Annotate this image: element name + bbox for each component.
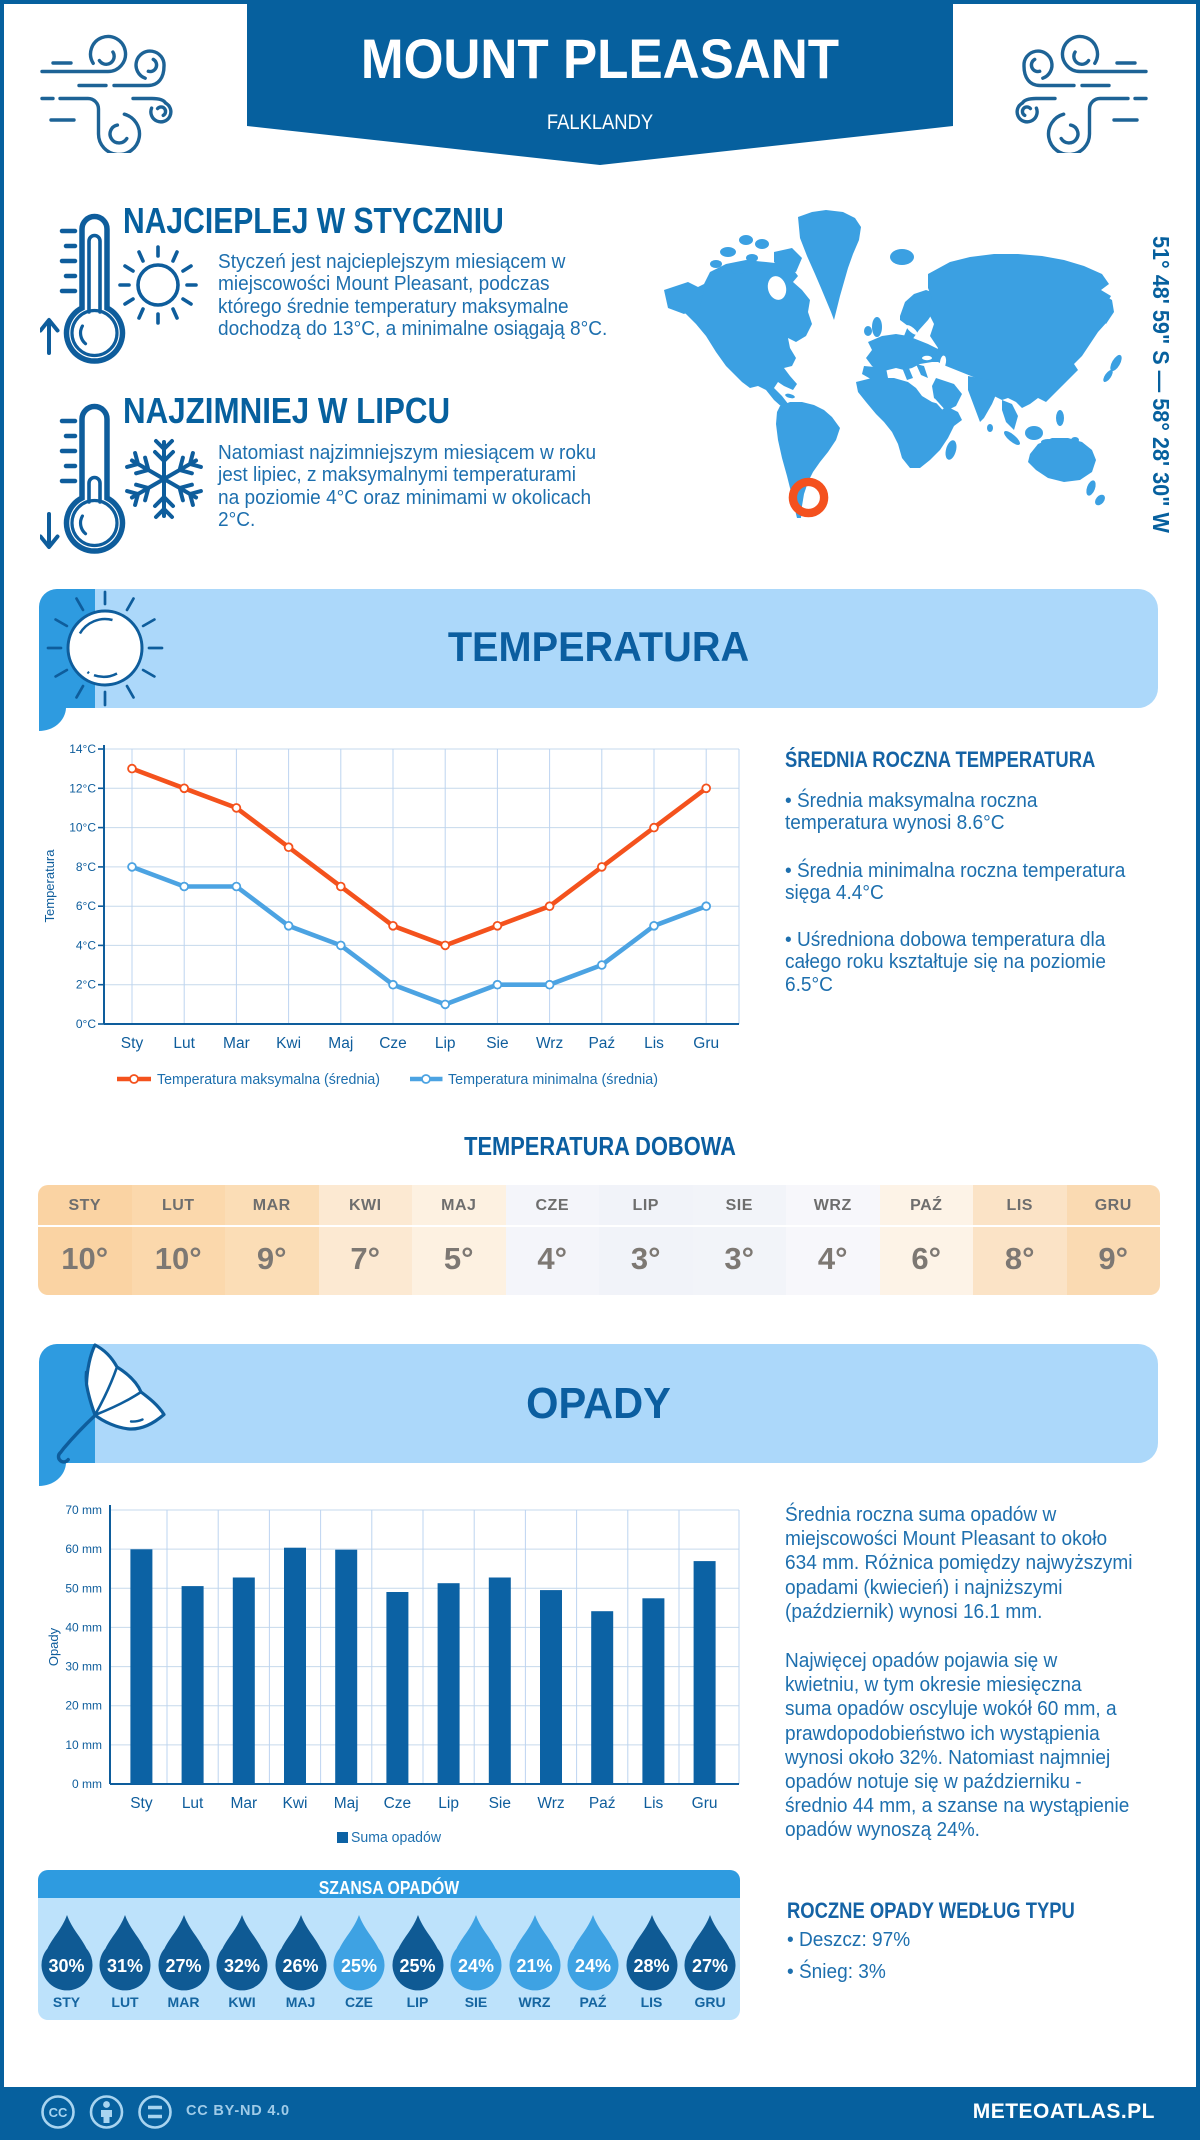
svg-text:10 mm: 10 mm [65, 1738, 102, 1752]
svg-text:8°C: 8°C [76, 860, 96, 874]
svg-text:Mar: Mar [230, 1795, 257, 1812]
svg-text:Lut: Lut [182, 1795, 204, 1812]
svg-text:Kwi: Kwi [276, 1035, 301, 1052]
svg-text:Lis: Lis [643, 1795, 663, 1812]
svg-text:12°C: 12°C [69, 781, 96, 795]
svg-text:Kwi: Kwi [283, 1795, 308, 1812]
svg-text:Temperatura maksymalna (średni: Temperatura maksymalna (średnia) [157, 1071, 380, 1088]
svg-text:Cze: Cze [384, 1795, 412, 1812]
svg-text:Lis: Lis [644, 1035, 664, 1052]
svg-text:Gru: Gru [692, 1795, 718, 1812]
svg-text:Maj: Maj [328, 1035, 353, 1052]
svg-text:Wrz: Wrz [536, 1035, 563, 1052]
svg-text:Paź: Paź [589, 1795, 616, 1812]
svg-text:Lut: Lut [173, 1035, 195, 1052]
svg-text:Gru: Gru [693, 1035, 719, 1052]
svg-text:10°C: 10°C [69, 821, 96, 835]
svg-text:60 mm: 60 mm [65, 1542, 102, 1556]
svg-text:50 mm: 50 mm [65, 1581, 102, 1595]
svg-text:CC: CC [49, 2105, 68, 2120]
svg-text:Lip: Lip [435, 1035, 456, 1052]
svg-text:20 mm: 20 mm [65, 1699, 102, 1713]
svg-text:Sty: Sty [130, 1795, 153, 1812]
svg-text:4°C: 4°C [76, 938, 96, 952]
svg-text:70 mm: 70 mm [65, 1503, 102, 1517]
svg-text:Temperatura: Temperatura [42, 849, 57, 923]
svg-text:2°C: 2°C [76, 978, 96, 992]
svg-text:14°C: 14°C [69, 742, 96, 756]
svg-text:Temperatura minimalna (średnia: Temperatura minimalna (średnia) [448, 1071, 658, 1088]
svg-text:0 mm: 0 mm [72, 1777, 102, 1791]
svg-text:Sty: Sty [121, 1035, 144, 1052]
svg-text:Maj: Maj [334, 1795, 359, 1812]
svg-text:Wrz: Wrz [537, 1795, 564, 1812]
svg-text:Sie: Sie [486, 1035, 508, 1052]
svg-text:Lip: Lip [438, 1795, 459, 1812]
svg-text:Cze: Cze [379, 1035, 407, 1052]
svg-text:Paź: Paź [588, 1035, 615, 1052]
svg-text:30 mm: 30 mm [65, 1660, 102, 1674]
svg-text:Sie: Sie [489, 1795, 511, 1812]
svg-text:Suma opadów: Suma opadów [351, 1829, 441, 1846]
svg-text:Mar: Mar [223, 1035, 250, 1052]
svg-text:6°C: 6°C [76, 899, 96, 913]
svg-text:0°C: 0°C [76, 1017, 96, 1031]
svg-text:40 mm: 40 mm [65, 1620, 102, 1634]
svg-text:Opady: Opady [46, 1627, 61, 1666]
